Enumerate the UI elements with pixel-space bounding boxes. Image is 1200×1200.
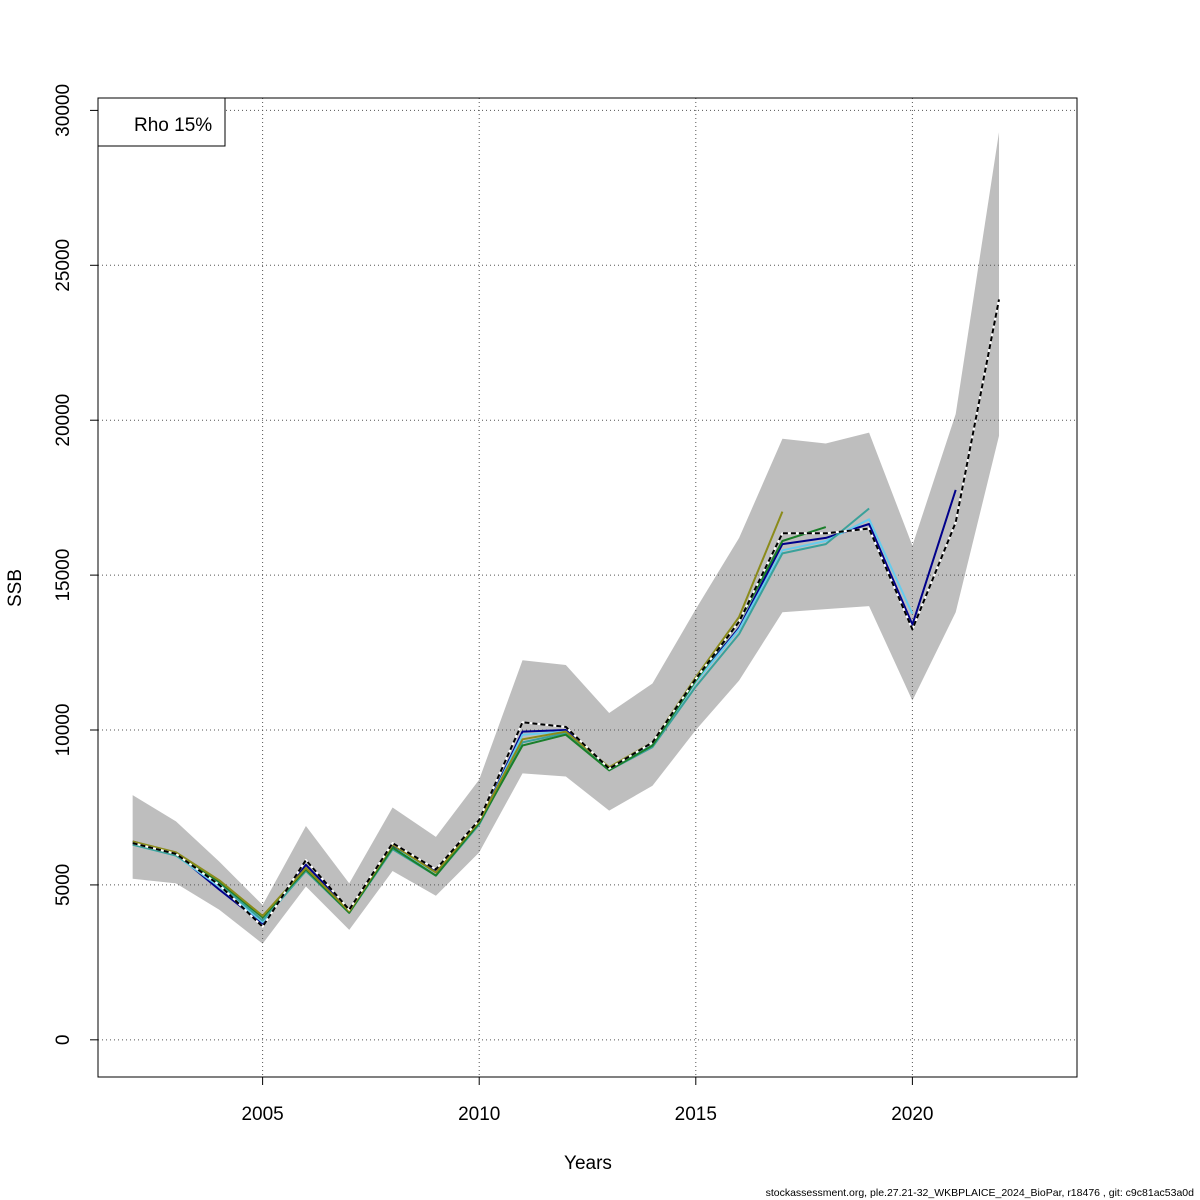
- legend-text: Rho 15%: [134, 115, 212, 136]
- y-tick-label: 25000: [53, 239, 74, 292]
- legend: Rho 15%: [97, 97, 226, 147]
- footer-credit: stockassessment.org, ple.27.21-32_WKBPLA…: [766, 1187, 1195, 1199]
- y-tick-label: 5000: [53, 864, 74, 906]
- y-axis: 0 5000 10000 15000 20000 25000 30000: [53, 84, 99, 1046]
- x-axis: 2005 2010 2015 2020: [241, 1076, 934, 1125]
- series-layer: [132, 299, 1000, 928]
- y-axis-label: SSB: [5, 569, 26, 607]
- series-line-base: [132, 299, 1000, 928]
- y-tick-label: 10000: [53, 704, 74, 757]
- series-line-base-halo: [132, 299, 1000, 928]
- x-tick-label: 2020: [891, 1104, 933, 1125]
- y-tick-label: 30000: [53, 84, 74, 137]
- legend-box: [97, 97, 226, 147]
- x-tick-label: 2010: [458, 1104, 500, 1125]
- series-line-2: [132, 518, 914, 924]
- y-tick-label: 0: [53, 1035, 74, 1046]
- y-tick-label: 20000: [53, 394, 74, 447]
- y-tick-label: 15000: [53, 549, 74, 602]
- x-tick-label: 2005: [241, 1104, 283, 1125]
- x-axis-label: Years: [564, 1153, 612, 1174]
- x-tick-label: 2015: [675, 1104, 717, 1125]
